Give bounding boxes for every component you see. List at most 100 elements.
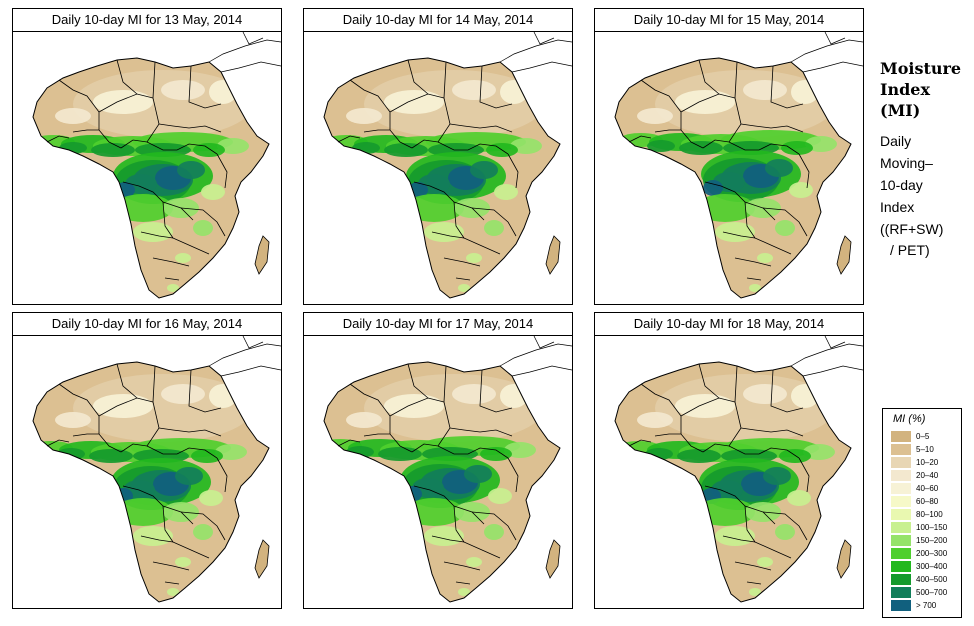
moisture-region — [199, 490, 223, 506]
legend-swatch — [891, 470, 911, 481]
country-border — [164, 277, 180, 281]
map-panel: Daily 10-day MI for 17 May, 2014 — [303, 312, 573, 609]
moisture-region — [93, 90, 153, 114]
sidebar-formula-line: / PET) — [890, 242, 930, 258]
sidebar-desc-line: Daily — [880, 133, 912, 149]
legend-swatch — [891, 431, 911, 442]
country-border — [455, 581, 471, 585]
country-border — [798, 457, 810, 493]
country-border — [116, 59, 138, 95]
moisture-region — [346, 412, 382, 428]
legend-swatch — [891, 574, 911, 585]
country-border — [740, 427, 804, 437]
country-border — [443, 365, 451, 429]
country-border — [507, 457, 519, 493]
moisture-region — [209, 80, 237, 104]
country-border — [455, 277, 471, 281]
moisture-region — [346, 108, 382, 124]
country-border — [164, 581, 180, 585]
legend-label: 500–700 — [916, 588, 948, 597]
country-border — [507, 153, 519, 189]
country-border — [471, 207, 517, 237]
africa-map — [12, 335, 282, 609]
map-panel: Daily 10-day MI for 14 May, 2014 — [303, 8, 573, 305]
moisture-region — [675, 394, 735, 418]
moisture-region — [749, 284, 761, 292]
moisture-region — [775, 524, 795, 540]
legend-title: MI (%) — [893, 413, 926, 425]
moisture-region — [779, 449, 811, 463]
moisture-region — [494, 184, 518, 200]
moisture-region — [93, 394, 153, 418]
moisture-region — [191, 449, 223, 463]
map-panel: Daily 10-day MI for 16 May, 2014 — [12, 312, 282, 609]
moisture-region — [757, 253, 773, 263]
country-border — [411, 123, 451, 149]
country-border — [188, 369, 222, 413]
country-border — [443, 257, 481, 267]
moisture-region — [791, 80, 819, 104]
moisture-region — [384, 143, 428, 157]
country-border — [116, 363, 138, 399]
moisture-region — [402, 486, 422, 502]
moisture-region — [424, 526, 464, 546]
country-border — [437, 445, 509, 459]
country-border — [770, 65, 804, 109]
country-border — [746, 581, 762, 585]
country-border — [162, 201, 174, 239]
country-border — [437, 141, 509, 155]
legend-label: 200–300 — [916, 549, 948, 558]
moisture-region — [177, 161, 205, 179]
legend-swatch — [891, 496, 911, 507]
country-border — [140, 535, 210, 559]
country-border — [216, 153, 228, 189]
africa-map — [303, 31, 573, 305]
country-border — [734, 257, 772, 267]
moisture-region — [715, 526, 755, 546]
country-border — [680, 93, 736, 113]
legend-swatch — [891, 444, 911, 455]
sidebar-desc-line: 10-day — [880, 177, 923, 193]
moisture-region — [57, 448, 85, 460]
legend-label: 150–200 — [916, 536, 948, 545]
country-border — [722, 535, 792, 559]
country-border — [702, 123, 742, 149]
moisture-region — [167, 588, 179, 596]
madagascar — [254, 539, 270, 579]
moisture-region — [364, 70, 544, 138]
peripheral-coastline — [790, 336, 863, 377]
legend-label: 0–5 — [916, 432, 930, 441]
country-border — [734, 561, 772, 571]
sidebar-title: Moisture Index (MI) — [880, 58, 961, 121]
panel-title: Daily 10-day MI for 18 May, 2014 — [594, 312, 864, 336]
country-border — [704, 181, 776, 221]
moisture-region — [193, 143, 225, 157]
country-border — [680, 397, 736, 417]
country-border — [337, 439, 361, 447]
moisture-region — [763, 467, 791, 485]
country-border — [728, 445, 800, 459]
country-border — [58, 383, 100, 434]
country-border — [140, 231, 210, 255]
country-border — [704, 485, 776, 525]
country-border — [654, 433, 704, 453]
moisture-region — [470, 161, 498, 179]
moisture-region — [791, 384, 819, 408]
moisture-region — [384, 394, 444, 418]
africa-map — [594, 335, 864, 609]
coastline — [32, 361, 270, 603]
moisture-region — [765, 159, 793, 177]
country-border — [722, 231, 792, 255]
legend-swatch — [891, 535, 911, 546]
moisture-region — [480, 447, 512, 461]
country-border — [453, 201, 465, 239]
moisture-region — [161, 80, 205, 100]
legend-label: 300–400 — [916, 562, 948, 571]
moisture-region — [484, 524, 504, 540]
moisture-region — [175, 467, 203, 485]
moisture-region — [167, 284, 179, 292]
country-border — [762, 207, 808, 237]
sidebar-title-line: Index — [880, 80, 931, 99]
country-border — [146, 445, 218, 459]
country-border — [152, 365, 160, 429]
